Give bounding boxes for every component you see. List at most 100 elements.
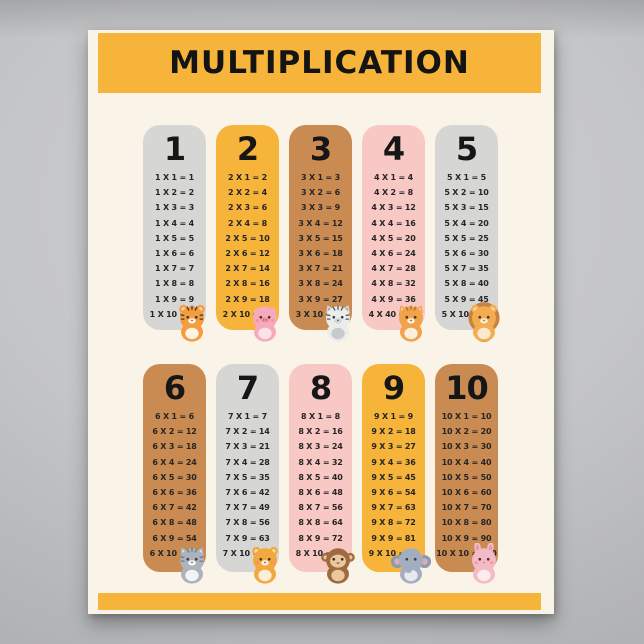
fact-row: 3 X 10 = 30 bbox=[295, 309, 346, 319]
fact-row: 6 X 9 = 54 bbox=[152, 533, 197, 543]
fact-row: 7 X 8 = 56 bbox=[225, 518, 270, 528]
facts-list: 8 X 1 = 8 8 X 2 = 16 8 X 3 = 24 8 X 4 = 32 8… bbox=[289, 409, 352, 561]
facts-list: 6 X 1 = 6 6 X 2 = 12 6 X 3 = 18 6 X 4 = 24 6… bbox=[143, 409, 206, 561]
table-number: 3 bbox=[309, 130, 332, 168]
fact-row: 1 X 7 = 7 bbox=[155, 264, 194, 274]
fact-row: 10 X 5 = 50 bbox=[441, 472, 492, 482]
table-number: 7 bbox=[236, 369, 259, 407]
fact-row: 9 X 9 = 81 bbox=[371, 533, 416, 543]
times-table-9: 9 9 X 1 = 9 9 X 2 = 18 9 X 3 = 27 9 X 4 = 36… bbox=[362, 364, 432, 584]
fact-row: 5 X 6 = 30 bbox=[444, 249, 489, 259]
fact-row: 3 X 9 = 27 bbox=[298, 294, 343, 304]
table-number: 2 bbox=[236, 130, 259, 168]
fact-row: 3 X 5 = 15 bbox=[298, 233, 343, 243]
fact-row: 7 X 9 = 63 bbox=[225, 533, 270, 543]
times-table-5: 5 5 X 1 = 5 5 X 2 = 10 5 X 3 = 15 5 X 4 = 20… bbox=[435, 125, 500, 343]
fact-row: 4 X 3 = 12 bbox=[371, 203, 416, 213]
fact-row: 10 X 7 = 70 bbox=[441, 503, 492, 513]
fact-row: 4 X 4 = 16 bbox=[371, 218, 416, 228]
fact-row: 6 X 2 = 12 bbox=[152, 427, 197, 437]
fact-row: 1 X 10 = 10 bbox=[149, 309, 200, 319]
fact-row: 8 X 4 = 32 bbox=[298, 457, 343, 467]
fact-row: 8 X 6 = 48 bbox=[298, 488, 343, 498]
fact-row: 5 X 2 = 10 bbox=[444, 188, 489, 198]
fact-row: 9 X 5 = 45 bbox=[371, 472, 416, 482]
fact-row: 3 X 3 = 9 bbox=[301, 203, 340, 213]
table-number: 6 bbox=[163, 369, 186, 407]
fact-row: 2 X 2 = 4 bbox=[228, 188, 267, 198]
fact-row: 5 X 8 = 40 bbox=[444, 279, 489, 289]
fact-row: 7 X 4 = 28 bbox=[225, 457, 270, 467]
fact-row: 6 X 7 = 42 bbox=[152, 503, 197, 513]
fact-row: 5 X 4 = 20 bbox=[444, 218, 489, 228]
fact-row: 1 X 5 = 5 bbox=[155, 233, 194, 243]
tables-row-bottom: 6 6 X 1 = 6 6 X 2 = 12 6 X 3 = 18 6 X 4 = 24… bbox=[143, 364, 498, 584]
fact-row: 4 X 1 = 4 bbox=[374, 173, 413, 182]
fact-row: 5 X 7 = 35 bbox=[444, 264, 489, 274]
fact-row: 9 X 8 = 72 bbox=[371, 518, 416, 528]
fact-row: 8 X 2 = 16 bbox=[298, 427, 343, 437]
fact-row: 6 X 1 = 6 bbox=[155, 412, 194, 421]
fact-row: 7 X 3 = 21 bbox=[225, 442, 270, 452]
facts-list: 2 X 1 = 2 2 X 2 = 4 2 X 3 = 6 2 X 4 = 8 2 X … bbox=[216, 170, 279, 322]
title-band: MULTIPLICATION bbox=[98, 33, 541, 93]
fact-row: 7 X 1 = 7 bbox=[228, 412, 267, 421]
fact-row: 8 X 7 = 56 bbox=[298, 503, 343, 513]
fact-row: 10 X 1 = 10 bbox=[441, 412, 492, 421]
fact-row: 7 X 2 = 14 bbox=[225, 427, 270, 437]
fact-row: 8 X 8 = 64 bbox=[298, 518, 343, 528]
fact-row: 3 X 2 = 6 bbox=[301, 188, 340, 198]
fact-row: 8 X 3 = 24 bbox=[298, 442, 343, 452]
times-table-8: 8 8 X 1 = 8 8 X 2 = 16 8 X 3 = 24 8 X 4 = 32… bbox=[289, 364, 355, 584]
fact-row: 3 X 8 = 24 bbox=[298, 279, 343, 289]
fact-row: 5 X 3 = 15 bbox=[444, 203, 489, 213]
fact-row: 3 X 7 = 21 bbox=[298, 264, 343, 274]
fact-row: 8 X 5 = 40 bbox=[298, 472, 343, 482]
fact-row: 6 X 4 = 24 bbox=[152, 457, 197, 467]
fact-row: 2 X 9 = 18 bbox=[225, 294, 270, 304]
fact-row: 10 X 4 = 40 bbox=[441, 457, 492, 467]
fact-row: 2 X 3 = 6 bbox=[228, 203, 267, 213]
fact-row: 9 X 2 = 18 bbox=[371, 427, 416, 437]
fact-row: 7 X 5 = 35 bbox=[225, 472, 270, 482]
fact-row: 1 X 2 = 2 bbox=[155, 188, 194, 198]
table-number: 8 bbox=[309, 369, 332, 407]
fact-row: 6 X 8 = 48 bbox=[152, 518, 197, 528]
fact-row: 2 X 7 = 14 bbox=[225, 264, 270, 274]
table-number: 4 bbox=[382, 130, 405, 168]
table-number: 1 bbox=[163, 130, 186, 168]
fact-row: 9 X 3 = 27 bbox=[371, 442, 416, 452]
footer-band bbox=[98, 593, 541, 610]
fact-row: 9 X 1 = 9 bbox=[374, 412, 413, 421]
table-number: 10 bbox=[445, 369, 489, 407]
fact-row: 7 X 7 = 49 bbox=[225, 503, 270, 513]
fact-row: 4 X 2 = 8 bbox=[374, 188, 413, 198]
fact-row: 5 X 9 = 45 bbox=[444, 294, 489, 304]
fact-row: 8 X 10 = 80 bbox=[295, 548, 346, 558]
fact-row: 2 X 5 = 10 bbox=[225, 233, 270, 243]
multiplication-poster: MULTIPLICATION 1 1 X 1 = 1 1 X 2 = 2 1 X 3 … bbox=[88, 30, 554, 614]
fact-row: 2 X 4 = 8 bbox=[228, 218, 267, 228]
fact-row: 6 X 10 = 60 bbox=[149, 548, 200, 558]
fact-row: 1 X 8 = 8 bbox=[155, 279, 194, 289]
facts-list: 10 X 1 = 10 10 X 2 = 20 10 X 3 = 30 10 X 4 … bbox=[435, 409, 498, 561]
times-table-10: 10 10 X 1 = 10 10 X 2 = 20 10 X 3 = 30 10 X … bbox=[435, 364, 498, 584]
fact-row: 6 X 3 = 18 bbox=[152, 442, 197, 452]
fact-row: 1 X 4 = 4 bbox=[155, 218, 194, 228]
fact-row: 9 X 6 = 54 bbox=[371, 488, 416, 498]
fact-row: 1 X 9 = 9 bbox=[155, 294, 194, 304]
fact-row: 2 X 6 = 12 bbox=[225, 249, 270, 259]
fact-row: 4 X 40 = 40 bbox=[368, 309, 419, 319]
fact-row: 4 X 9 = 36 bbox=[371, 294, 416, 304]
fact-row: 10 X 6 = 60 bbox=[441, 488, 492, 498]
fact-row: 5 X 10 = 50 bbox=[441, 309, 492, 319]
facts-list: 4 X 1 = 4 4 X 2 = 8 4 X 3 = 12 4 X 4 = 16 4 … bbox=[362, 170, 425, 322]
facts-list: 3 X 1 = 3 3 X 2 = 6 3 X 3 = 9 3 X 4 = 12 3 X… bbox=[289, 170, 352, 322]
fact-row: 4 X 7 = 28 bbox=[371, 264, 416, 274]
fact-row: 3 X 6 = 18 bbox=[298, 249, 343, 259]
fact-row: 1 X 3 = 3 bbox=[155, 203, 194, 213]
